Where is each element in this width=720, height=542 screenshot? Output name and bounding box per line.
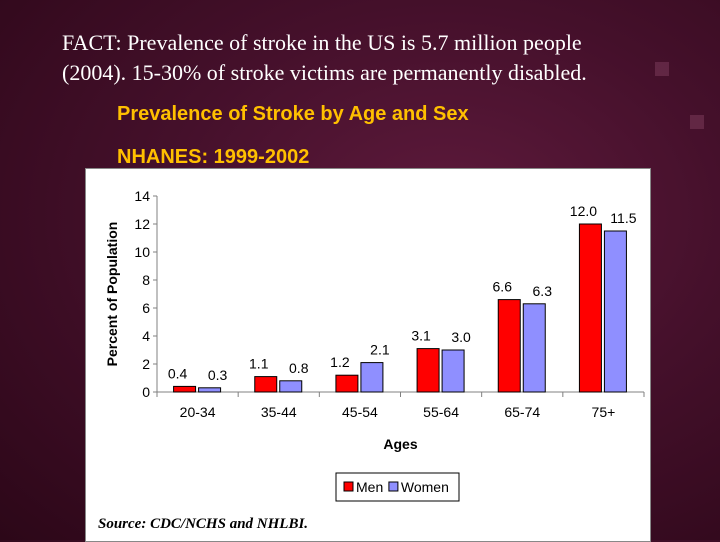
data-label-women: 11.5 [610, 210, 636, 226]
data-label-men: 12.0 [570, 203, 597, 219]
bar-men [335, 374, 359, 393]
x-tick-label: 35-44 [261, 404, 297, 420]
bar-women [198, 387, 222, 393]
legend-swatch-men [343, 481, 354, 492]
bar-men [173, 385, 197, 393]
legend-label-women: Women [401, 479, 449, 495]
data-label-men: 3.1 [411, 328, 431, 344]
bar-men [578, 223, 602, 393]
bar-chart: 0 2 4 6 8 10 12 14 Percent of Population 20-34 0.4… [104, 188, 645, 502]
bar-women [522, 303, 546, 393]
data-label-men: 6.6 [493, 279, 513, 295]
bar-women [279, 380, 303, 393]
y-tick-label: 2 [142, 356, 150, 372]
x-tick-label: 20-34 [180, 404, 216, 420]
y-tick-label: 6 [142, 300, 150, 316]
data-label-women: 2.1 [370, 342, 390, 358]
x-tick-label: 65-74 [504, 404, 540, 420]
legend-swatch-women [388, 481, 399, 492]
decorative-square [690, 115, 704, 129]
data-label-men: 1.1 [249, 356, 269, 372]
data-label-women: 6.3 [533, 283, 553, 299]
bar-women [603, 230, 627, 393]
chart-panel: 0 2 4 6 8 10 12 14 Percent of Population 20-34 0.4… [85, 168, 651, 542]
data-label-men: 0.4 [168, 365, 188, 381]
y-tick-label: 12 [134, 216, 150, 232]
source-note: Source: CDC/NCHS and NHLBI. [98, 516, 309, 532]
fact-line-2: (2004). 15-30% of stroke victims are per… [62, 60, 587, 85]
bar-men [416, 348, 440, 393]
data-label-women: 3.0 [451, 329, 471, 345]
x-tick-label: 75+ [592, 404, 616, 420]
y-axis-title: Percent of Population [104, 222, 120, 367]
fact-line-1: FACT: Prevalence of stroke in the US is … [62, 30, 582, 55]
fact-text: FACT: Prevalence of stroke in the US is … [62, 28, 702, 88]
x-tick-label: 45-54 [342, 404, 378, 420]
y-tick-label: 8 [142, 272, 150, 288]
data-label-women: 0.3 [208, 367, 228, 383]
bar-men [254, 376, 278, 393]
y-tick-label: 4 [142, 328, 150, 344]
legend-label-men: Men [356, 479, 383, 495]
slide-subtitle: NHANES: 1999-2002 [117, 146, 310, 168]
y-tick-label: 14 [134, 188, 150, 204]
slide-title: Prevalence of Stroke by Age and Sex [117, 103, 469, 125]
bar-women [360, 362, 384, 393]
decorative-square [655, 62, 669, 76]
x-tick-label: 55-64 [423, 404, 459, 420]
x-axis-title: Ages [383, 436, 417, 452]
data-label-women: 0.8 [289, 360, 309, 376]
y-tick-label: 10 [134, 244, 150, 260]
bar-women [441, 349, 465, 393]
bar-men [497, 299, 521, 393]
y-tick-label: 0 [142, 384, 150, 400]
data-label-men: 1.2 [330, 354, 350, 370]
